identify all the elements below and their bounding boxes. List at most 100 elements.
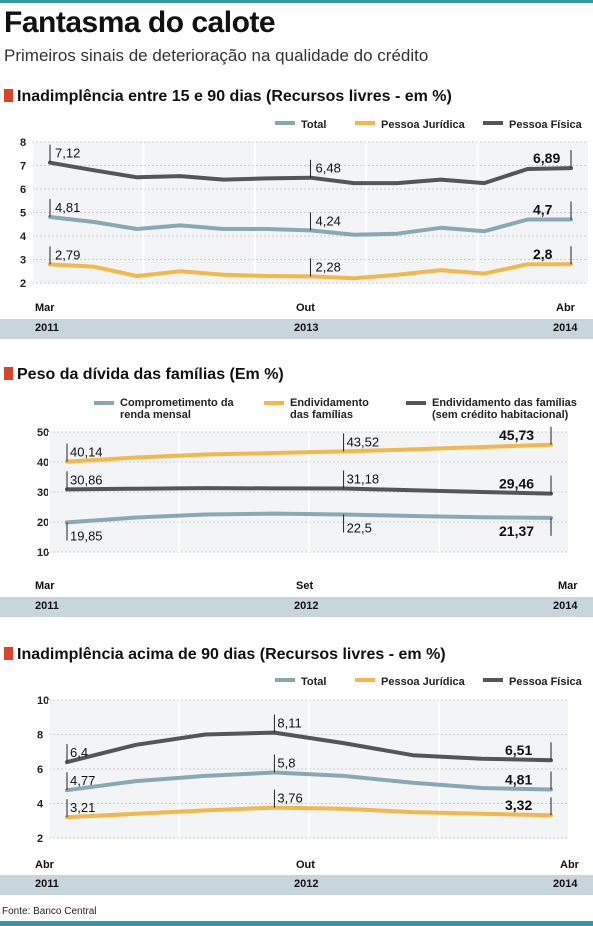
y-tick-label: 2: [20, 278, 26, 290]
data-label: 2,79: [55, 247, 80, 262]
year-band: 2011 2012 2014: [0, 597, 593, 617]
y-tick-label: 50: [37, 427, 49, 439]
y-tick-label: 6: [20, 184, 26, 196]
chart-title: Inadimplência acima de 90 dias (Recursos…: [4, 646, 446, 664]
bottom-accent-bar: [0, 921, 593, 926]
data-label: 6,4: [70, 745, 88, 760]
chart-plot: 2 3 4 5 6 7 8 4,81 4,24 4,7 2,79 2,28 2,8 7,12 6,48 6,8…: [20, 137, 590, 290]
accent-square-icon: [4, 89, 13, 102]
year-label: 2011: [35, 600, 59, 612]
y-tick-label: 5: [20, 208, 26, 220]
y-tick-label: 10: [37, 547, 49, 559]
y-tick-label: 6: [37, 764, 43, 776]
data-label: 6,51: [505, 742, 532, 758]
data-label: 3,76: [277, 791, 302, 806]
y-tick-label: 40: [37, 457, 49, 469]
data-label: 22,5: [347, 521, 372, 536]
data-label: 7,12: [55, 146, 80, 161]
y-tick-label: 7: [20, 161, 26, 173]
x-tick-label: Out: [296, 859, 315, 871]
series-line-total: [48, 215, 573, 237]
chart-panel-3: Inadimplência acima de 90 dias (Recursos…: [0, 646, 593, 901]
legend-swatch: [406, 401, 426, 405]
page-subtitle: Primeiros sinais de deterioração na qual…: [4, 46, 429, 65]
legend-swatch: [264, 401, 284, 405]
legend-swatch: [483, 678, 503, 682]
data-label: 19,85: [70, 528, 103, 543]
data-label: 40,14: [70, 445, 103, 460]
legend-swatch: [483, 121, 503, 125]
data-label: 2,28: [316, 259, 341, 274]
legend-item-fisica: Pessoa Física: [483, 676, 582, 688]
year-band: 2011 2013 2014: [0, 319, 593, 339]
x-tick-label: Abr: [560, 859, 579, 871]
series-line-fisica: [65, 486, 553, 496]
data-label: 4,81: [505, 772, 532, 788]
legend-item-total: Total: [275, 119, 326, 131]
legend-item-comprometimento: Comprometimento da renda mensal: [94, 397, 250, 421]
data-label: 30,86: [70, 472, 103, 487]
data-label: 31,18: [347, 471, 380, 486]
legend-swatch: [355, 121, 375, 125]
data-label: 6,48: [316, 161, 341, 176]
x-tick-label: Mar: [558, 580, 578, 592]
year-label: 2013: [294, 322, 319, 334]
accent-square-icon: [4, 367, 13, 380]
x-tick-label: Set: [296, 580, 314, 592]
chart-panel-2: Peso da dívida das famílias (Em %) Compr…: [0, 366, 593, 621]
x-tick-label: Mar: [35, 302, 55, 314]
year-label: 2011: [35, 878, 59, 890]
accent-square-icon: [4, 647, 13, 660]
legend-swatch: [275, 678, 295, 682]
chart-plot: 10 20 30 40 50 19,85 22,5 21,37 40,14 43,52 45,73 3…: [37, 427, 570, 559]
data-label: 4,77: [70, 773, 95, 788]
series-line-fisica: [65, 730, 553, 765]
data-label: 3,32: [505, 797, 532, 813]
legend-item-endividamento-sem: Endividamento das famílias (sem crédito …: [406, 397, 592, 421]
legend-swatch: [275, 121, 295, 125]
chart-plot: 2 4 6 8 10 4,77 5,8 4,81 3,21 3,76 3,32 6,4 8,11 6,51: [37, 695, 570, 845]
legend-item-total: Total: [275, 676, 326, 688]
legend-item-juridica: Pessoa Jurídica: [355, 676, 465, 688]
data-label: 6,89: [533, 150, 560, 166]
y-tick-label: 20: [37, 517, 49, 529]
data-label: 2,8: [533, 246, 553, 262]
year-label: 2014: [553, 322, 578, 334]
page-title: Fantasma do calote: [4, 6, 276, 39]
year-label: 2012: [294, 600, 319, 612]
y-tick-label: 10: [37, 695, 49, 707]
series-line-total: [65, 770, 553, 793]
legend-swatch: [94, 401, 114, 405]
y-tick-label: 30: [37, 487, 49, 499]
chart-title: Peso da dívida das famílias (Em %): [4, 366, 284, 384]
series-line-total: [65, 511, 553, 525]
y-tick-label: 8: [20, 137, 26, 149]
year-label: 2014: [553, 600, 578, 612]
y-tick-label: 2: [37, 833, 43, 845]
data-label: 21,37: [499, 523, 534, 539]
legend-item-juridica: Pessoa Jurídica: [355, 119, 465, 131]
series-line-juridica: [65, 805, 553, 820]
legend-swatch: [355, 678, 375, 682]
data-label: 45,73: [499, 427, 534, 443]
year-label: 2011: [35, 322, 59, 334]
data-label: 8,11: [277, 716, 301, 731]
year-label: 2012: [294, 878, 319, 890]
y-tick-label: 4: [20, 231, 27, 243]
top-accent-bar: [0, 0, 593, 3]
year-label: 2014: [553, 878, 578, 890]
source-note: Fonte: Banco Central: [2, 906, 97, 917]
year-band: 2011 2012 2014: [0, 875, 593, 895]
y-tick-label: 4: [37, 799, 44, 811]
data-label: 43,52: [347, 434, 380, 449]
x-tick-label: Mar: [35, 580, 55, 592]
legend-item-endividamento: Endividamento das famílias: [264, 397, 385, 421]
chart-title: Inadimplência entre 15 e 90 dias (Recurs…: [4, 88, 452, 106]
data-label: 4,7: [533, 202, 553, 218]
x-tick-label: Out: [296, 302, 315, 314]
x-tick-label: Abr: [556, 302, 575, 314]
x-tick-label: Abr: [35, 859, 54, 871]
y-tick-label: 3: [20, 255, 26, 267]
data-label: 5,8: [277, 755, 295, 770]
data-label: 29,46: [499, 476, 534, 492]
